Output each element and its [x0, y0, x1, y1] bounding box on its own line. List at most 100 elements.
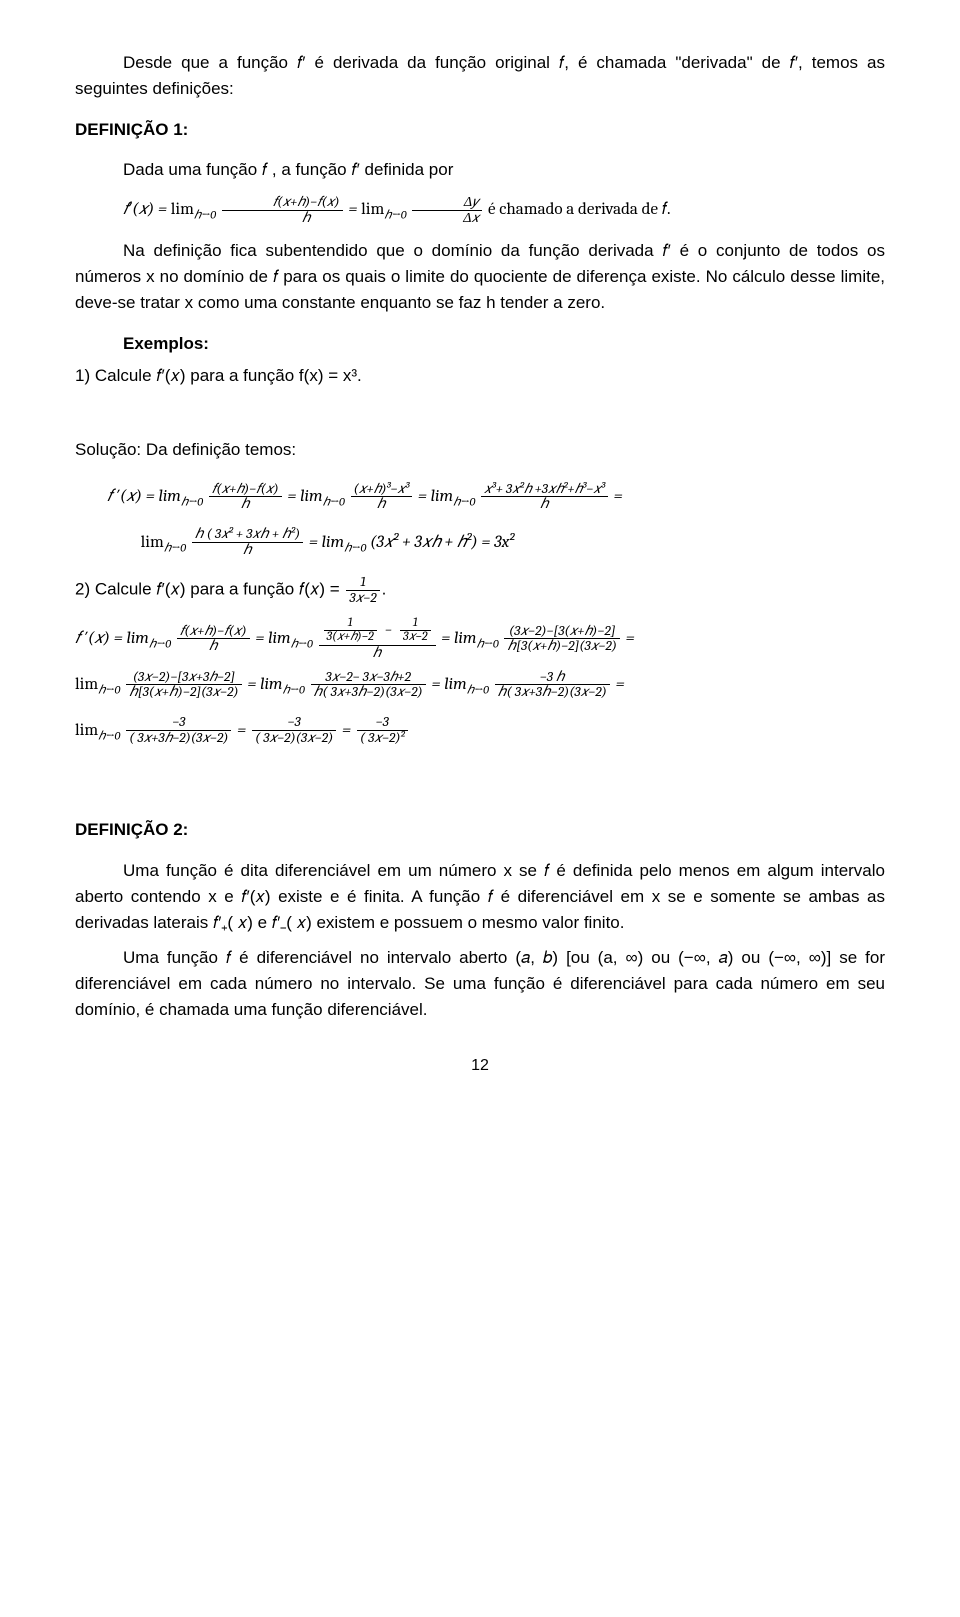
spacer: [75, 397, 885, 437]
frac-num: (𝑥+ℎ)³−𝑥³: [351, 482, 413, 498]
definition-2-label: DEFINIÇÃO 2:: [75, 817, 885, 843]
fraction-compound: 13(𝑥+ℎ)−2 − 13𝑥−2 ℎ: [319, 617, 436, 660]
frac-den: Δ𝑥: [412, 211, 482, 226]
frac-num: −3 ℎ: [495, 670, 610, 686]
fraction: 13𝑥−2: [400, 617, 431, 644]
formula-tail: é chamado a derivada de 𝑓.: [488, 200, 671, 219]
math-text: lim: [141, 533, 164, 552]
examples-heading: Exemplos:: [75, 331, 885, 357]
frac-den: ℎ: [351, 497, 413, 512]
fraction: −3 ℎℎ( 3𝑥+3ℎ−2)(3𝑥−2): [495, 670, 610, 700]
math-text: = lim: [431, 675, 466, 694]
spacer: [75, 763, 885, 803]
math-text: =: [626, 629, 635, 648]
solution-2-math: 𝑓 ′(𝑥) = limℎ→0 𝑓(𝑥+ℎ)−𝑓(𝑥)ℎ = limℎ→0 13…: [75, 616, 885, 754]
math-text: lim: [75, 675, 98, 694]
frac-num: 1: [400, 617, 431, 631]
frac-den: ℎ( 3𝑥+3ℎ−2)(3𝑥−2): [311, 685, 426, 700]
frac-num: 3𝑥−2− 3𝑥−3ℎ+2: [311, 670, 426, 686]
frac-den: ( 3𝑥+3ℎ−2)(3𝑥−2): [126, 731, 231, 746]
lim-sub: ℎ→0: [467, 682, 489, 696]
math-text: =: [342, 721, 355, 740]
math-text: 𝑓 ′(𝑥) = lim: [107, 487, 181, 506]
fraction: 3𝑥−2− 3𝑥−3ℎ+2ℎ( 3𝑥+3ℎ−2)(3𝑥−2): [311, 670, 426, 700]
fraction-2: Δ𝑦Δ𝑥: [412, 195, 482, 225]
frac-num: 𝑓(𝑥+ℎ)−𝑓(𝑥): [209, 482, 282, 498]
math-text: lim: [75, 721, 98, 740]
frac-den: ℎ: [192, 543, 303, 558]
frac-num: (3𝑥−2)−[3(𝑥+ℎ)−2]: [504, 624, 620, 640]
lim-sub: ℎ→0: [291, 636, 313, 650]
fraction: 13𝑥−2: [346, 575, 379, 605]
lim-sub: ℎ→0: [283, 682, 305, 696]
frac-den: ℎ: [177, 639, 250, 654]
math-text: = lim: [441, 629, 476, 648]
frac-num: 𝑓(𝑥+ℎ)−𝑓(𝑥): [222, 195, 343, 211]
frac-num: −3: [357, 715, 408, 731]
lim-sub: ℎ→0: [194, 208, 216, 222]
fraction: (3𝑥−2)−[3𝑥+3ℎ−2]ℎ[3(𝑥+ℎ)−2](3𝑥−2): [126, 670, 242, 700]
lim-sub: ℎ→0: [453, 494, 475, 508]
equals: =: [348, 200, 361, 219]
example-1: 1) Calcule 𝑓′(𝑥) para a função f(x) = x³…: [75, 363, 885, 389]
frac-num: ℎ ( 3𝑥² + 3𝑥ℎ + ℎ²): [192, 527, 303, 543]
math-text: = lim: [287, 487, 322, 506]
fraction: 𝑓(𝑥+ℎ)−𝑓(𝑥)ℎ: [209, 482, 282, 512]
frac-den: 3𝑥−2: [400, 631, 431, 644]
frac-num: 1: [346, 575, 379, 591]
fraction: (𝑥+ℎ)³−𝑥³ℎ: [351, 482, 413, 512]
lim-text: lim: [361, 200, 384, 219]
lim-sub: ℎ→0: [181, 494, 203, 508]
frac-den: ℎ: [481, 497, 608, 512]
frac-den: ℎ[3(𝑥+ℎ)−2](3𝑥−2): [504, 639, 620, 654]
math-text: = lim: [255, 629, 290, 648]
math-text: = lim: [418, 487, 453, 506]
frac-num: −3: [126, 715, 231, 731]
lim-sub: ℎ→0: [344, 540, 366, 554]
definition-1-formula: 𝑓′(𝑥) = limℎ→0 𝑓(𝑥+ℎ)−𝑓(𝑥)ℎ = limℎ→0 Δ𝑦Δ…: [75, 195, 885, 225]
solution-lead: Solução: Da definição temos:: [75, 437, 885, 463]
frac-den: 3𝑥−2: [346, 591, 379, 606]
fraction: (3𝑥−2)−[3(𝑥+ℎ)−2]ℎ[3(𝑥+ℎ)−2](3𝑥−2): [504, 624, 620, 654]
frac-den: ℎ[3(𝑥+ℎ)−2](3𝑥−2): [126, 685, 242, 700]
fraction: −3( 3𝑥+3ℎ−2)(3𝑥−2): [126, 715, 231, 745]
fraction: −3( 3𝑥−2)²: [357, 715, 408, 745]
math-text: = lim: [309, 533, 344, 552]
math-text: (3𝑥² + 3𝑥ℎ + ℎ²) = 3x²: [370, 533, 514, 552]
frac-num: −3: [252, 715, 336, 731]
fraction-1: 𝑓(𝑥+ℎ)−𝑓(𝑥)ℎ: [222, 195, 343, 225]
page-number: 12: [75, 1054, 885, 1079]
lim-sub: ℎ→0: [384, 208, 406, 222]
frac-den: ℎ: [222, 211, 343, 226]
definition-2-p1: Uma função é dita diferenciável em um nú…: [75, 858, 885, 937]
frac-num: 1: [324, 617, 377, 631]
definition-1-label: DEFINIÇÃO 1:: [75, 117, 885, 143]
intro-paragraph: Desde que a função 𝑓′ é derivada da funç…: [75, 50, 885, 103]
frac-den: ( 3𝑥−2)(3𝑥−2): [252, 731, 336, 746]
lim-sub: ℎ→0: [149, 636, 171, 650]
frac-num: 13(𝑥+ℎ)−2 − 13𝑥−2: [319, 617, 436, 645]
fraction: 𝑓(𝑥+ℎ)−𝑓(𝑥)ℎ: [177, 624, 250, 654]
frac-den: ℎ: [209, 497, 282, 512]
frac-den: ℎ( 3𝑥+3ℎ−2)(3𝑥−2): [495, 685, 610, 700]
lim-sub: ℎ→0: [164, 540, 186, 554]
frac-num: 𝑥³+ 3𝑥²ℎ +3𝑥ℎ²+ℎ³−𝑥³: [481, 482, 608, 498]
definition-1-post: Na definição fica subentendido que o dom…: [75, 238, 885, 317]
lim-sub: ℎ→0: [98, 682, 120, 696]
lim-sub: ℎ→0: [476, 636, 498, 650]
frac-den: ℎ: [319, 646, 436, 661]
math-text: =: [237, 721, 250, 740]
frac-num: (3𝑥−2)−[3𝑥+3ℎ−2]: [126, 670, 242, 686]
fraction: 𝑥³+ 3𝑥²ℎ +3𝑥ℎ²+ℎ³−𝑥³ℎ: [481, 482, 608, 512]
math-text: =: [616, 675, 625, 694]
frac-num: Δ𝑦: [412, 195, 482, 211]
lim-sub: ℎ→0: [323, 494, 345, 508]
math-text: = lim: [247, 675, 282, 694]
solution-1-math: 𝑓 ′(𝑥) = limℎ→0 𝑓(𝑥+ℎ)−𝑓(𝑥)ℎ = limℎ→0 (𝑥…: [75, 474, 885, 566]
definition-1-lead: Dada uma função 𝑓 , a função 𝑓′ definida…: [75, 157, 885, 183]
example-2: 2) Calcule 𝑓′(𝑥) para a função 𝑓(𝑥) = 13…: [75, 575, 885, 605]
lim-text: lim: [171, 200, 194, 219]
lim-sub: ℎ→0: [98, 728, 120, 742]
examples-label: Exemplos:: [123, 334, 209, 353]
math-text: =: [614, 487, 623, 506]
